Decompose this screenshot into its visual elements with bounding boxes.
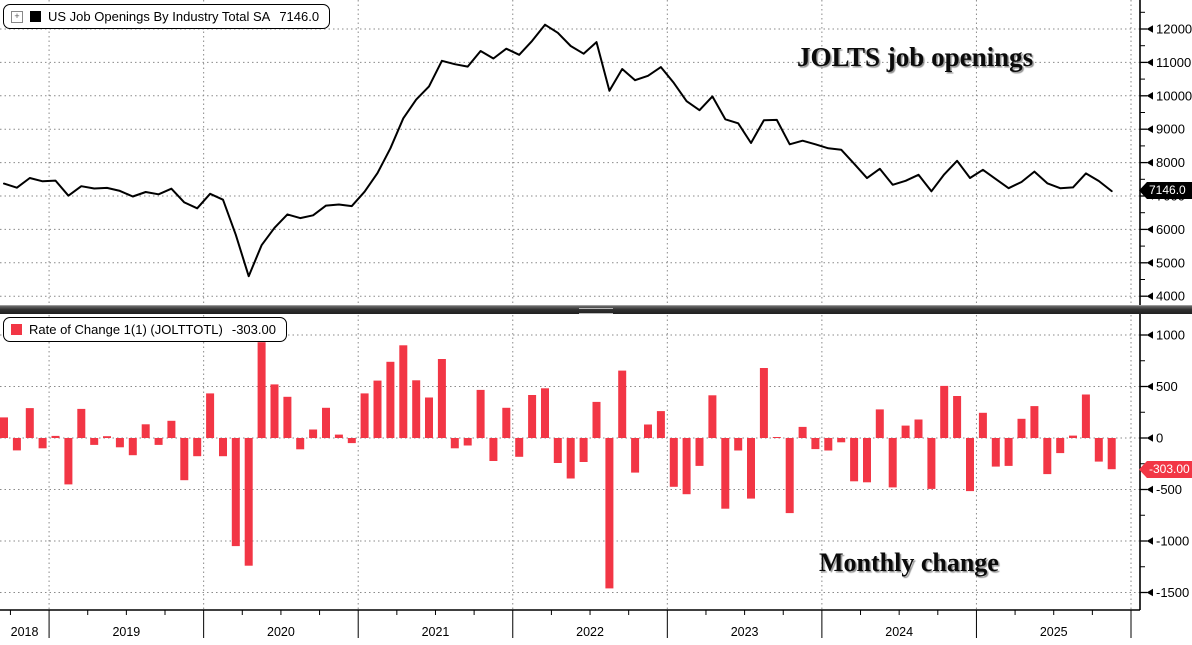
svg-text:11000: 11000 — [1156, 55, 1191, 70]
legend-change[interactable]: Rate of Change 1(1) (JOLTTOTL) -303.00 — [3, 317, 287, 342]
annotation-monthly-change: Monthly change — [819, 548, 999, 577]
bottom-panel-grid-and-axis-labels: 1000 500 0 -500 -1000 -1500 — [0, 328, 1189, 600]
svg-text:500: 500 — [1156, 379, 1178, 394]
openings-series-swatch-icon — [30, 11, 41, 22]
svg-text:4000: 4000 — [1156, 289, 1185, 304]
svg-text:2018: 2018 — [11, 625, 39, 639]
svg-text:2023: 2023 — [731, 625, 759, 639]
legend-change-value: -303.00 — [231, 322, 276, 337]
x-gridlines-and-ticks: 2018 2019 2020 2021 2022 2023 2024 2025 — [9, 0, 1132, 639]
svg-text:-1000: -1000 — [1156, 534, 1189, 549]
legend-change-label: Rate of Change 1(1) (JOLTTOTL) — [29, 322, 223, 337]
svg-text:0: 0 — [1156, 431, 1163, 446]
svg-text:5000: 5000 — [1156, 255, 1185, 270]
openings-line-series — [3, 23, 1113, 278]
change-bar-series — [0, 342, 1116, 589]
legend-openings[interactable]: + US Job Openings By Industry Total SA 7… — [3, 4, 331, 29]
change-series-swatch-icon — [11, 324, 22, 335]
svg-text:2022: 2022 — [576, 625, 604, 639]
legend-openings-label: US Job Openings By Industry Total SA — [48, 9, 271, 24]
svg-text:10000: 10000 — [1156, 88, 1192, 103]
top-panel-grid-and-axis-labels: 120001100010000900080007000600050004000 — [0, 11, 1192, 304]
panel-divider[interactable] — [0, 305, 1192, 314]
svg-text:8000: 8000 — [1156, 155, 1185, 170]
svg-text:6000: 6000 — [1156, 222, 1185, 237]
annotation-jolts-job-openings: JOLTS job openings — [797, 42, 1034, 72]
change-value-tag: -303.00 — [1139, 461, 1192, 478]
svg-text:2020: 2020 — [267, 625, 295, 639]
svg-text:2025: 2025 — [1040, 625, 1068, 639]
svg-text:-1500: -1500 — [1156, 585, 1189, 600]
openings-value-tag: 7146.0 — [1139, 182, 1192, 199]
divider-grip-icon — [579, 308, 613, 314]
legend-openings-value: 7146.0 — [279, 9, 320, 24]
svg-text:-500: -500 — [1156, 482, 1182, 497]
svg-text:1000: 1000 — [1156, 328, 1185, 343]
legend-expand-icon[interactable]: + — [11, 10, 23, 23]
svg-text:2024: 2024 — [885, 625, 913, 639]
svg-text:9000: 9000 — [1156, 122, 1185, 137]
svg-text:2021: 2021 — [422, 625, 450, 639]
svg-text:12000: 12000 — [1156, 22, 1192, 37]
svg-text:2019: 2019 — [112, 625, 140, 639]
